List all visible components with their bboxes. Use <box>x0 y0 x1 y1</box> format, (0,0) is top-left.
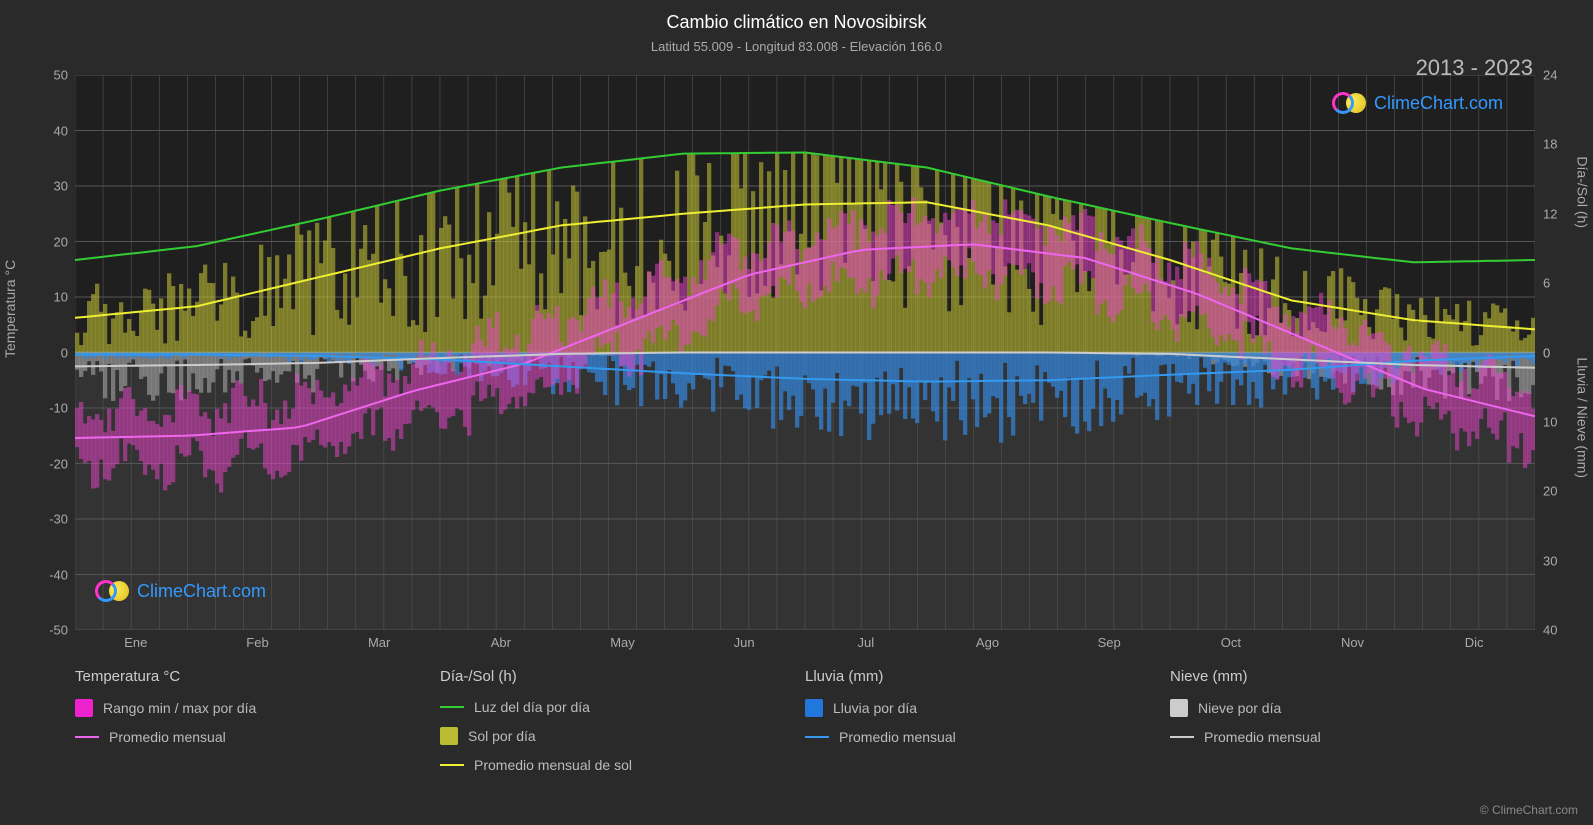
legend-header: Día-/Sol (h) <box>440 668 805 685</box>
legend-group: Lluvia (mm) Lluvia por día Promedio mensua… <box>805 668 1170 785</box>
y-right-top-tick: 6 <box>1543 276 1550 291</box>
logo-icon <box>95 580 131 602</box>
plot-area <box>75 75 1535 630</box>
y-axis-right-top-label: Día-/Sol (h) <box>1575 156 1591 228</box>
chart-subtitle: Latitud 55.009 - Longitud 83.008 - Eleva… <box>0 33 1593 54</box>
y-right-top-tick: 18 <box>1543 137 1557 152</box>
x-tick: Jun <box>734 635 755 650</box>
y-axis-right-bottom-label: Lluvia / Nieve (mm) <box>1575 357 1591 478</box>
y-left-tick: 20 <box>54 234 68 249</box>
legend-item: Promedio mensual <box>75 729 440 745</box>
y-left-tick: 50 <box>54 68 68 83</box>
y-left-tick: 10 <box>54 290 68 305</box>
y-right-top-tick: 12 <box>1543 206 1557 221</box>
legend-label: Sol por día <box>468 728 536 744</box>
legend: Temperatura °C Rango min / max por día Pro… <box>75 668 1535 785</box>
x-tick: Sep <box>1098 635 1121 650</box>
y-right-top-tick: 24 <box>1543 68 1557 83</box>
legend-item: Promedio mensual <box>1170 729 1535 745</box>
legend-label: Promedio mensual <box>839 729 956 745</box>
legend-line-icon <box>1170 736 1194 738</box>
legend-line-icon <box>805 736 829 738</box>
legend-label: Rango min / max por día <box>103 700 256 716</box>
legend-label: Luz del día por día <box>474 699 590 715</box>
x-tick: Oct <box>1221 635 1241 650</box>
legend-label: Nieve por día <box>1198 700 1281 716</box>
legend-item: Promedio mensual <box>805 729 1170 745</box>
copyright-label: © ClimeChart.com <box>1480 803 1578 817</box>
legend-header: Nieve (mm) <box>1170 668 1535 685</box>
x-tick: May <box>610 635 635 650</box>
legend-header: Temperatura °C <box>75 668 440 685</box>
y-left-tick: 40 <box>54 123 68 138</box>
x-tick: Mar <box>368 635 390 650</box>
legend-item: Rango min / max por día <box>75 699 440 717</box>
y-right-bottom-tick: 20 <box>1543 484 1557 499</box>
legend-label: Lluvia por día <box>833 700 917 716</box>
y-left-tick: -30 <box>49 512 68 527</box>
legend-line-icon <box>440 706 464 708</box>
y-right-bottom-tick: 30 <box>1543 553 1557 568</box>
y-left-tick: -10 <box>49 401 68 416</box>
x-tick: Nov <box>1341 635 1364 650</box>
legend-label: Promedio mensual <box>109 729 226 745</box>
legend-group: Temperatura °C Rango min / max por día Pro… <box>75 668 440 785</box>
y-left-tick: 0 <box>61 345 68 360</box>
x-tick: Ene <box>124 635 147 650</box>
legend-item: Nieve por día <box>1170 699 1535 717</box>
legend-swatch-icon <box>805 699 823 717</box>
legend-group: Día-/Sol (h) Luz del día por día Sol por d… <box>440 668 805 785</box>
x-tick: Abr <box>491 635 511 650</box>
y-axis-left-label: Temperatura °C <box>2 260 18 358</box>
logo-text: ClimeChart.com <box>137 581 266 602</box>
y-left-tick: -20 <box>49 456 68 471</box>
legend-item: Sol por día <box>440 727 805 745</box>
y-left-tick: -50 <box>49 623 68 638</box>
y-right-bottom-tick: 40 <box>1543 623 1557 638</box>
legend-line-icon <box>440 764 464 766</box>
x-tick: Ago <box>976 635 999 650</box>
logo-text: ClimeChart.com <box>1374 93 1503 114</box>
y-right-bottom-tick: 10 <box>1543 414 1557 429</box>
climate-chart: Cambio climático en Novosibirsk Latitud … <box>0 0 1593 825</box>
y-left-tick: -40 <box>49 567 68 582</box>
chart-title: Cambio climático en Novosibirsk <box>0 0 1593 33</box>
legend-label: Promedio mensual <box>1204 729 1321 745</box>
legend-group: Nieve (mm) Nieve por día Promedio mensual <box>1170 668 1535 785</box>
y-right-bottom-tick: 0 <box>1543 345 1550 360</box>
legend-header: Lluvia (mm) <box>805 668 1170 685</box>
y-left-tick: 30 <box>54 179 68 194</box>
legend-swatch-icon <box>75 699 93 717</box>
legend-item: Lluvia por día <box>805 699 1170 717</box>
x-tick: Feb <box>246 635 268 650</box>
legend-swatch-icon <box>440 727 458 745</box>
legend-item: Luz del día por día <box>440 699 805 715</box>
legend-line-icon <box>75 736 99 738</box>
x-tick: Jul <box>858 635 875 650</box>
legend-swatch-icon <box>1170 699 1188 717</box>
logo-icon <box>1332 92 1368 114</box>
x-tick: Dic <box>1465 635 1484 650</box>
legend-item: Promedio mensual de sol <box>440 757 805 773</box>
plot-svg <box>75 75 1535 630</box>
logo-watermark-top: ClimeChart.com <box>1332 92 1503 114</box>
logo-watermark-bottom: ClimeChart.com <box>95 580 266 602</box>
legend-label: Promedio mensual de sol <box>474 757 632 773</box>
